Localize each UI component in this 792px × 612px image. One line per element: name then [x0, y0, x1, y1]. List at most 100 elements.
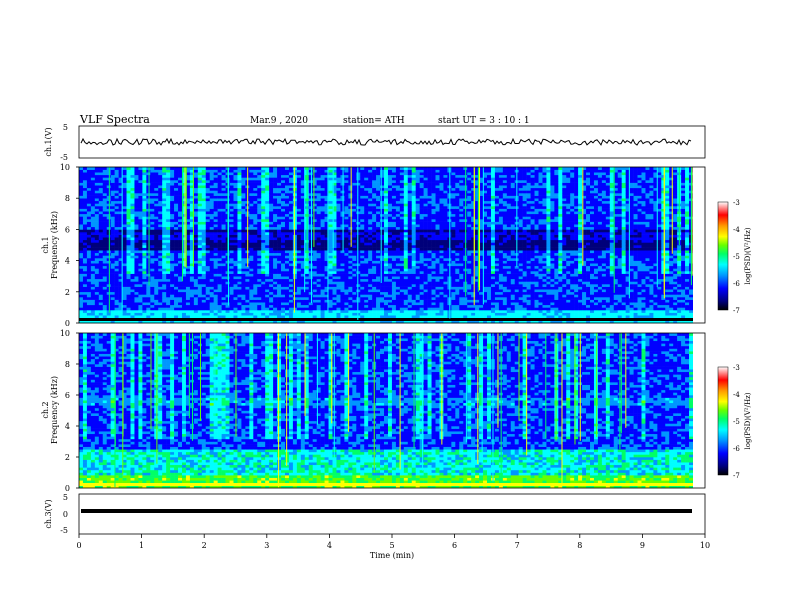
spectrogram-cell	[197, 307, 203, 311]
spectrogram-cell	[209, 250, 214, 254]
spectrogram-cell	[364, 198, 369, 202]
spectrogram-cell	[356, 291, 361, 295]
spectrogram-cell	[352, 216, 357, 220]
spectrogram-cell	[150, 252, 155, 256]
spectrogram-cell	[189, 299, 195, 303]
spectrogram-cell	[154, 247, 159, 251]
spectrogram-cell	[205, 255, 211, 259]
spectrogram-cell	[170, 242, 175, 246]
spectrogram-cell	[352, 278, 357, 282]
spectrogram-cell	[158, 187, 163, 191]
spectrogram-cell	[372, 315, 377, 319]
spectrogram-cell	[229, 252, 234, 256]
spectrogram-cell	[233, 208, 238, 212]
spectrogram-cell	[110, 203, 115, 207]
spectrogram-cell	[233, 263, 238, 267]
spectrogram-cell	[336, 260, 341, 264]
spectrogram-cell	[273, 250, 278, 254]
spectrogram-cell	[277, 260, 282, 264]
spectrogram-cell	[332, 252, 337, 256]
spectrogram-cell	[257, 307, 262, 311]
spectrogram-cell	[288, 281, 294, 285]
spectrogram-cell	[181, 229, 187, 233]
spectrogram-cell	[348, 198, 353, 202]
spectrogram-cell	[348, 242, 353, 246]
spectrogram-cell	[94, 203, 100, 207]
ch1-waveform-trace	[80, 137, 692, 146]
spectrogram-cell	[217, 310, 222, 313]
spectrogram-cell	[162, 278, 167, 282]
spectrogram-cell	[174, 167, 179, 170]
spectrogram-cell	[233, 180, 238, 183]
spectrogram-cell	[277, 302, 282, 306]
spectrogram-cell	[391, 291, 397, 295]
spectrogram-cell	[261, 229, 266, 233]
spectrogram-cell	[213, 247, 218, 251]
spectrogram-cell	[201, 182, 207, 186]
spectrogram-cell	[380, 276, 385, 280]
spectrogram-cell	[296, 174, 302, 178]
spectrogram-cell	[126, 182, 131, 186]
spectrogram-cell	[384, 208, 389, 212]
spectrogram-cell	[241, 232, 246, 235]
spectrogram-cell	[387, 174, 393, 178]
spectrogram-cell	[193, 206, 199, 209]
spectrogram-cell	[126, 190, 131, 194]
spectrogram-cell	[170, 320, 175, 324]
spectrogram-cell	[320, 232, 325, 235]
spectrogram-cell	[213, 221, 218, 225]
spectrogram-cell	[403, 260, 409, 264]
spectrogram-cell	[380, 245, 385, 248]
spectrogram-cell	[384, 174, 389, 178]
spectrogram-cell	[79, 190, 84, 194]
spectrogram-cell	[352, 193, 357, 196]
spectrogram-cell	[162, 182, 167, 186]
spectrogram-cell	[174, 198, 179, 202]
spectrogram-cell	[162, 294, 167, 298]
spectrogram-cell	[197, 206, 203, 209]
spectrogram-cell	[348, 208, 353, 212]
spectrogram-cell	[90, 221, 96, 225]
spectrogram-cell	[364, 294, 369, 298]
spectrogram-cell	[205, 180, 211, 183]
spectrogram-cell	[352, 177, 357, 181]
spectrogram-cell	[162, 250, 167, 254]
spectrogram-cell	[384, 206, 389, 209]
spectrogram-cell	[122, 278, 127, 282]
spectrogram-cell	[372, 276, 377, 280]
spectrogram-cell	[281, 226, 286, 230]
spectrogram-cell	[162, 219, 167, 222]
spectrogram-cell	[142, 237, 147, 241]
spectrogram-cell	[154, 260, 159, 264]
spectrogram-cell	[138, 271, 143, 274]
spectrogram-cell	[114, 216, 119, 220]
spectrogram-cell	[233, 299, 238, 303]
spectrogram-cell	[296, 177, 302, 181]
spectrogram-cell	[213, 258, 218, 261]
spectrogram-cell	[94, 216, 100, 220]
spectrogram-cell	[98, 198, 104, 202]
spectrogram-cell	[193, 195, 199, 199]
spectrogram-cell	[249, 271, 254, 274]
spectrogram-cell	[288, 219, 294, 222]
spectrogram-cell	[170, 265, 175, 269]
spectrogram-cell	[98, 229, 104, 233]
spectrogram-cell	[98, 297, 104, 300]
spectrogram-cell	[90, 268, 96, 272]
spectrogram-cell	[380, 247, 385, 251]
spectrogram-cell	[142, 299, 147, 303]
spectrogram-cell	[162, 185, 167, 189]
spectrogram-cell	[277, 226, 282, 230]
spectrogram-cell	[253, 315, 258, 319]
spectrogram-cell	[257, 271, 262, 274]
spectrogram-cell	[277, 310, 282, 313]
spectrogram-cell	[130, 278, 135, 282]
spectrogram-cell	[166, 167, 171, 170]
spectrogram-cell	[368, 247, 373, 251]
spectrogram-cell	[257, 289, 262, 293]
spectrogram-cell	[352, 224, 357, 228]
spectrogram-cell	[90, 216, 96, 220]
spectrogram-cell	[189, 273, 195, 277]
spectrogram-cell	[265, 242, 270, 246]
spectrogram-cell	[320, 312, 325, 316]
